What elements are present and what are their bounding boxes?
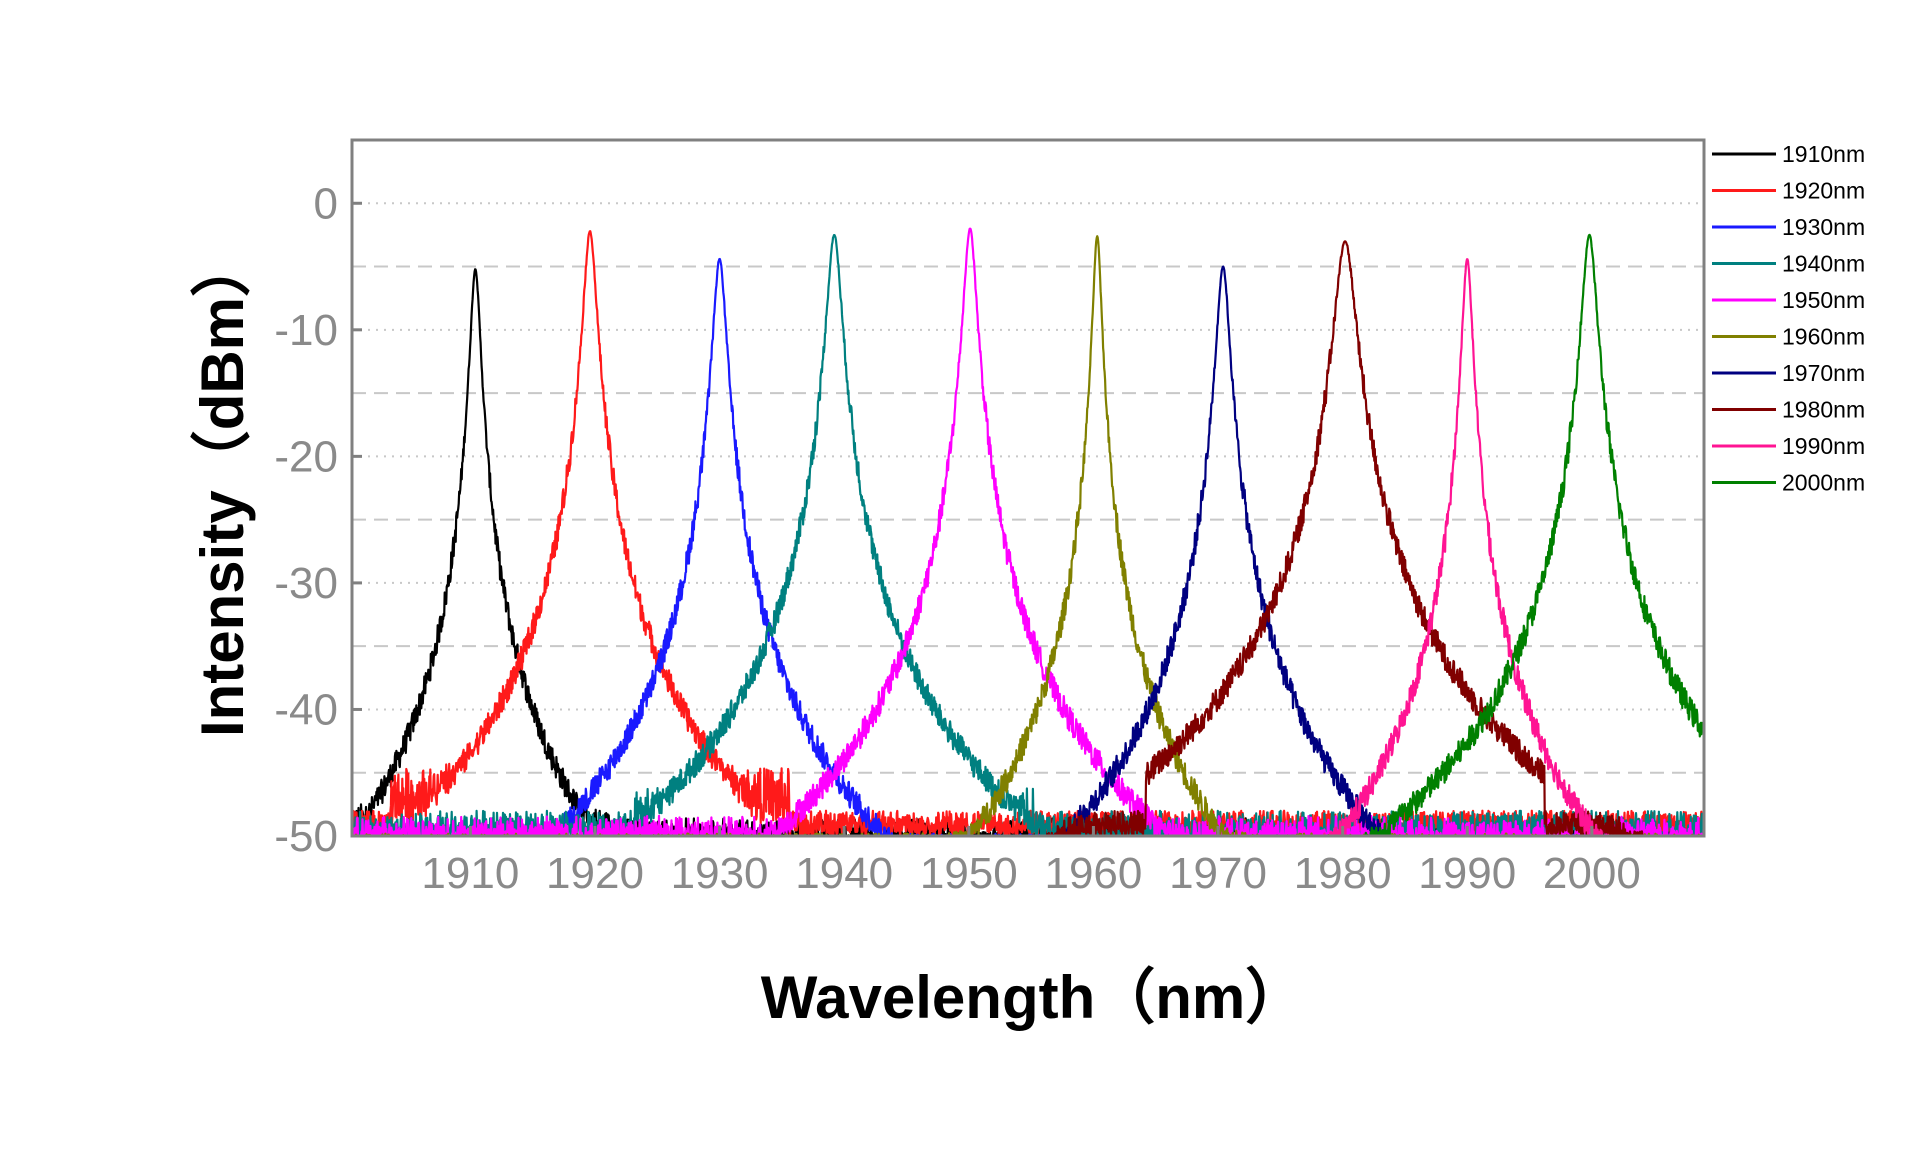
legend-label: 1980nm <box>1782 397 1865 423</box>
legend-label: 1960nm <box>1782 324 1865 350</box>
x-axis: 1910 1920 1930 1940 1950 1960 1970 1980 1990 2000 <box>421 826 1641 898</box>
legend-label: 1990nm <box>1782 433 1865 459</box>
plot-frame <box>350 138 1706 838</box>
x-tick-label: 1970 <box>1169 849 1267 898</box>
y-tick-label: 0 <box>314 179 338 228</box>
legend-label: 2000nm <box>1782 470 1865 496</box>
y-axis-title: Intensity（dBm） <box>189 237 256 737</box>
x-axis-title: Wavelength（nm） <box>761 964 1305 1031</box>
y-tick-label: -30 <box>274 559 338 608</box>
x-tick-label: 1930 <box>671 849 769 898</box>
y-axis: 0 -10 -20 -30 -40 -50 <box>274 179 362 861</box>
x-tick-label: 1910 <box>421 849 519 898</box>
legend-label: 1950nm <box>1782 287 1865 313</box>
x-tick-label: 1980 <box>1294 849 1392 898</box>
x-tick-label: 2000 <box>1543 849 1641 898</box>
x-tick-label: 1920 <box>546 849 644 898</box>
grid-layer <box>352 202 1704 774</box>
y-tick-label: -40 <box>274 685 338 734</box>
legend-label: 1910nm <box>1782 141 1865 167</box>
x-tick-label: 1950 <box>920 849 1018 898</box>
legend-label: 1970nm <box>1782 360 1865 386</box>
y-tick-label: -20 <box>274 432 338 481</box>
series-line-1920nm <box>350 230 1705 838</box>
legend-label: 1920nm <box>1782 178 1865 204</box>
legend-label: 1940nm <box>1782 251 1865 277</box>
series-layer <box>350 227 1705 838</box>
x-tick-label: 1960 <box>1044 849 1142 898</box>
x-tick-label: 1940 <box>795 849 893 898</box>
legend: 1910nm 1920nm 1930nm 1940nm 1950nm 1960nm 1970… <box>1712 141 1865 496</box>
x-tick-label: 1990 <box>1418 849 1516 898</box>
y-tick-label: -50 <box>274 812 338 861</box>
legend-label: 1930nm <box>1782 214 1865 240</box>
y-tick-label: -10 <box>274 306 338 355</box>
